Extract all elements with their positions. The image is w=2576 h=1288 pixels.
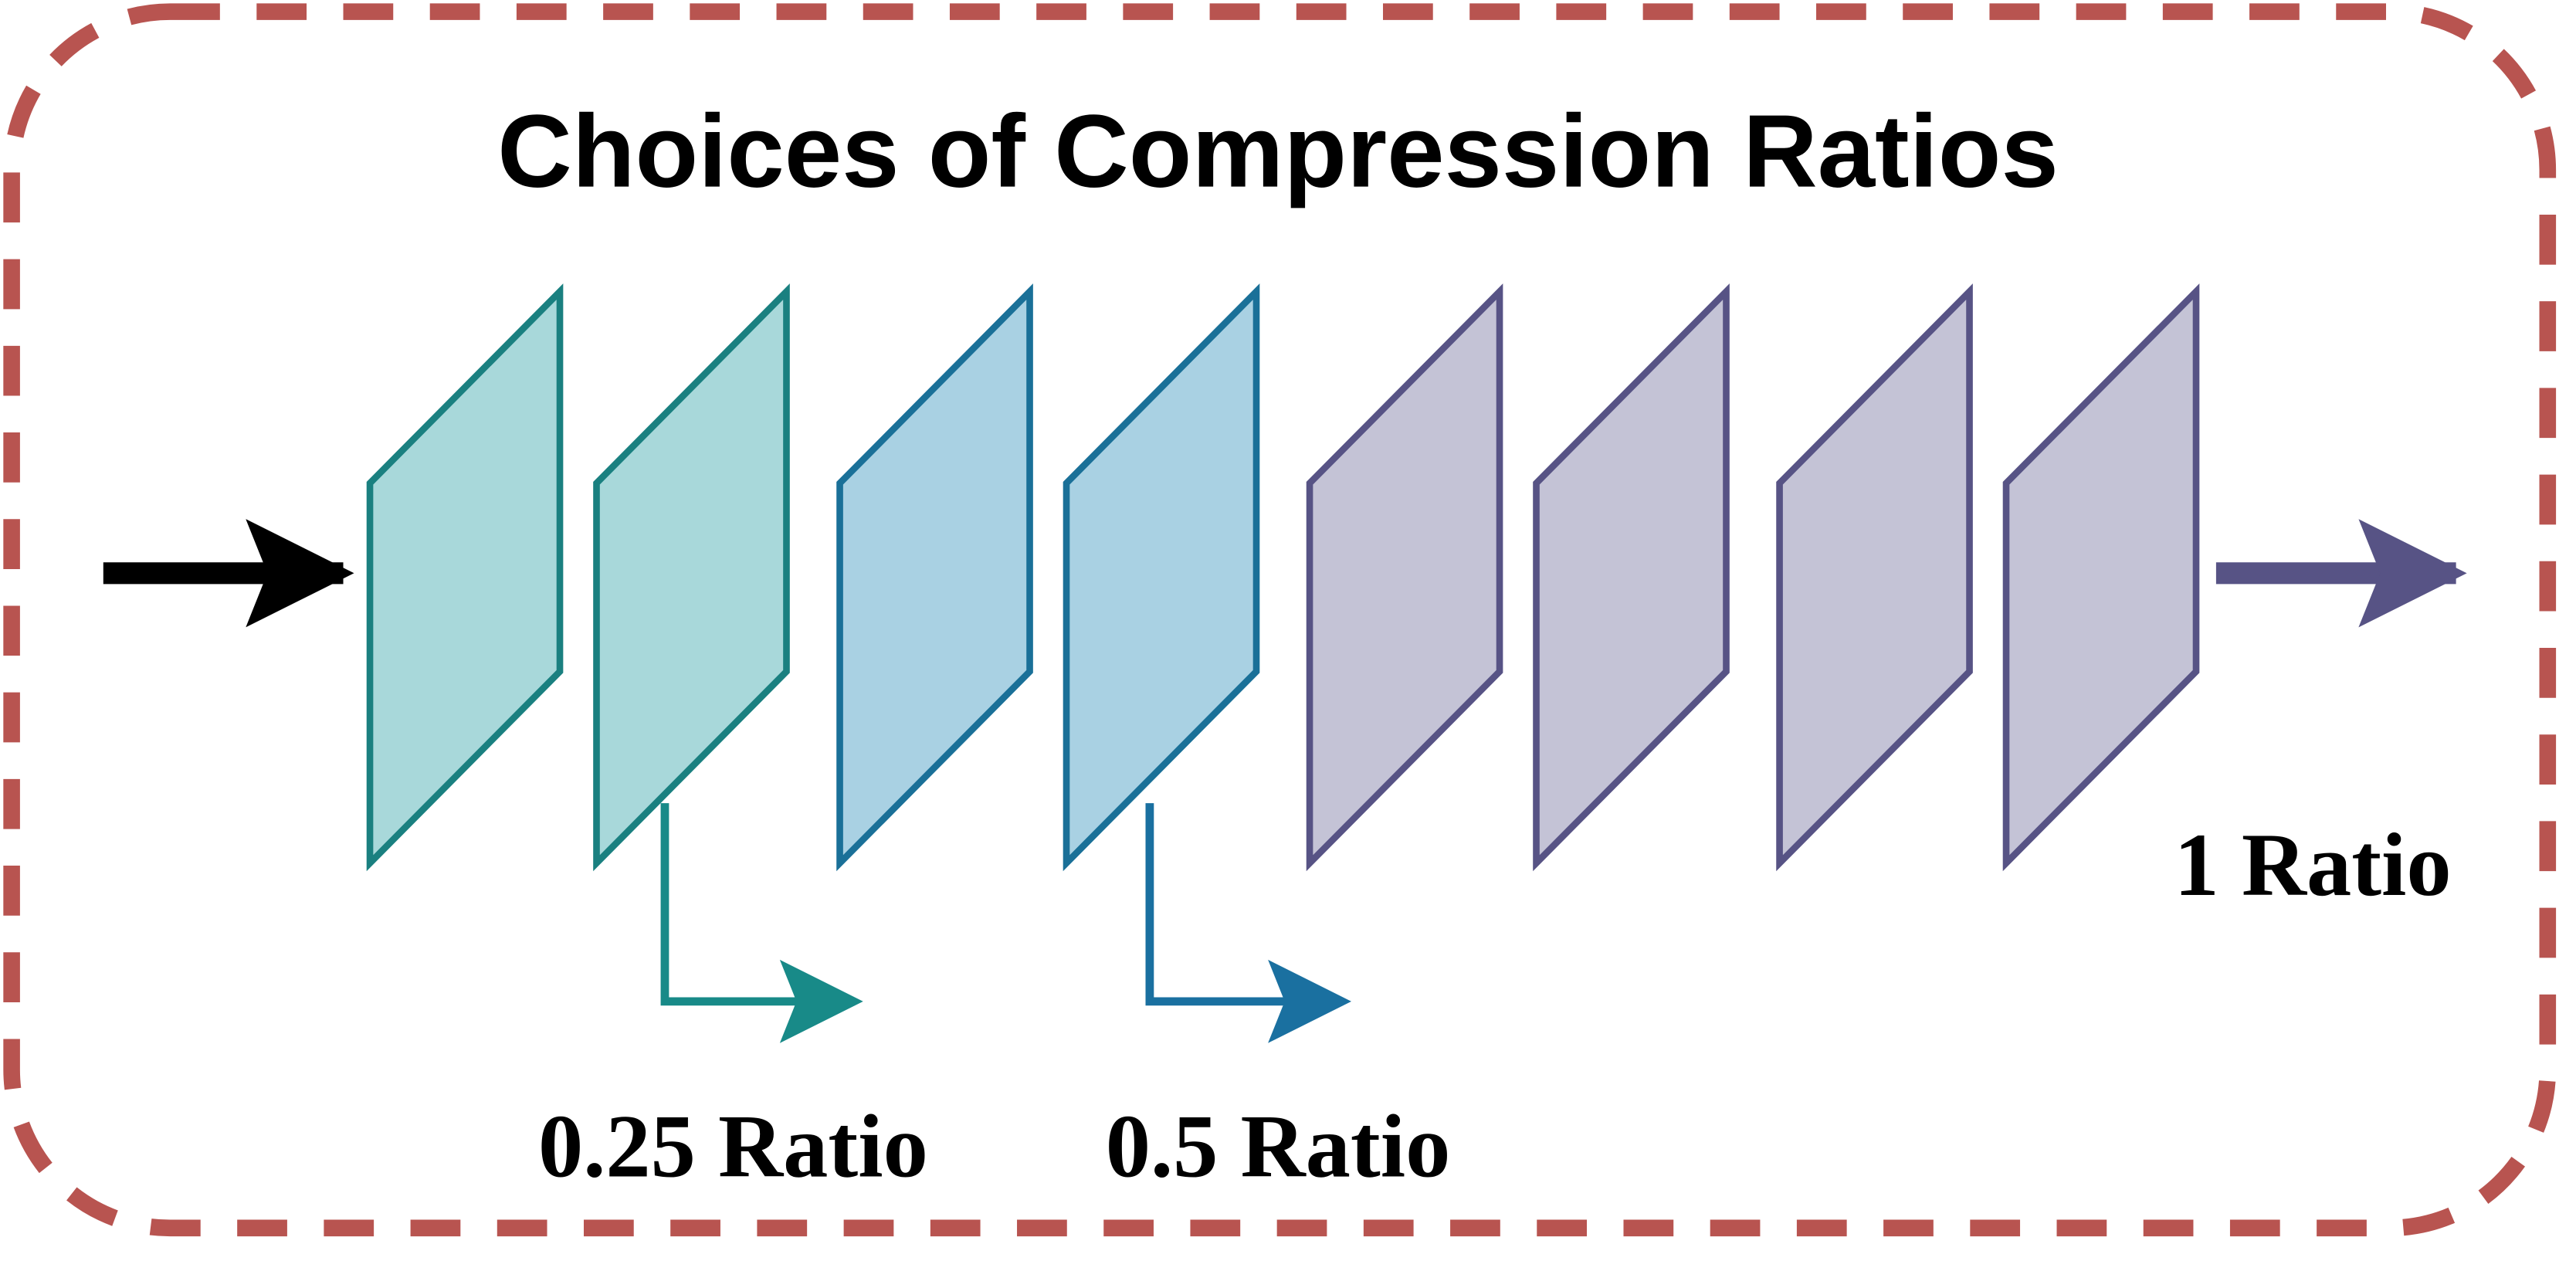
layer — [593, 283, 790, 872]
ratio-label: 0.25 Ratio — [538, 1096, 928, 1196]
layer — [836, 283, 1033, 872]
layers — [366, 283, 2200, 872]
dashed-border — [3, 3, 2557, 1237]
layer — [366, 283, 564, 872]
layer — [1063, 283, 1260, 872]
ratio-label: 1 Ratio — [2174, 815, 2451, 915]
layer — [1533, 283, 1730, 872]
branch-arrow — [1145, 803, 1351, 1043]
branch-arrow — [660, 803, 863, 1043]
layer — [1776, 283, 1973, 872]
title: Choices of Compression Ratios — [497, 94, 2059, 209]
layer — [1306, 283, 1503, 872]
ratio-label: 0.5 Ratio — [1106, 1096, 1451, 1196]
layer — [2002, 283, 2200, 872]
